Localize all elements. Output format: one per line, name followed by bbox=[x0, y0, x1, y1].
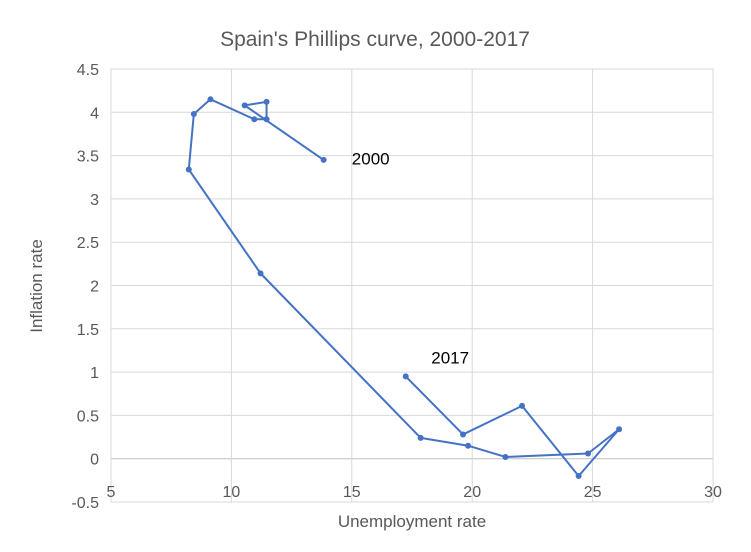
y-tick-label: 4 bbox=[90, 105, 99, 122]
data-point-2017 bbox=[402, 373, 409, 380]
x-axis-label: Unemployment rate bbox=[338, 512, 486, 531]
y-tick-label: 0 bbox=[90, 452, 99, 469]
y-tick-label: 3 bbox=[90, 192, 99, 209]
y-tick-label: 2 bbox=[90, 279, 99, 296]
data-point-2016 bbox=[460, 431, 467, 438]
data-point-2003 bbox=[263, 116, 270, 123]
data-point-2013 bbox=[616, 426, 623, 433]
y-axis-label: Inflation rate bbox=[27, 239, 46, 333]
data-point-2002 bbox=[263, 98, 270, 105]
x-tick-label: 5 bbox=[107, 484, 116, 501]
x-tick-label: 25 bbox=[584, 484, 602, 501]
data-point-2004 bbox=[251, 116, 258, 123]
annotation-label: 2000 bbox=[352, 149, 390, 168]
data-point-2015 bbox=[519, 402, 526, 409]
x-tick-label: 15 bbox=[343, 484, 361, 501]
data-point-2012 bbox=[585, 450, 592, 457]
x-tick-label: 30 bbox=[704, 484, 722, 501]
data-point-2007 bbox=[185, 166, 192, 173]
tick-labels: -0.5 0 0.5 1 1.5 2 2.5 3 3.5 4 4.5 5 10 15 20 25 30 bbox=[71, 62, 722, 512]
y-tick-label: 3.5 bbox=[77, 149, 99, 166]
x-tick-label: 20 bbox=[463, 484, 481, 501]
data-point-2005 bbox=[207, 96, 214, 103]
y-tick-label: -0.5 bbox=[71, 495, 99, 512]
data-point-2001 bbox=[241, 102, 248, 109]
y-tick-label: 4.5 bbox=[77, 62, 99, 79]
gridlines bbox=[110, 68, 714, 503]
y-tick-label: 1.5 bbox=[77, 322, 99, 339]
data-point-2014 bbox=[575, 473, 582, 480]
data-point-2010 bbox=[465, 442, 472, 449]
data-point-2011 bbox=[502, 453, 509, 460]
chart-title: Spain's Phillips curve, 2000-2017 bbox=[220, 28, 530, 51]
annotations: 2000 2017 bbox=[352, 149, 469, 367]
y-tick-label: 0.5 bbox=[77, 408, 99, 425]
y-tick-label: 1 bbox=[90, 365, 99, 382]
data-point-2000 bbox=[320, 156, 327, 163]
data-point-2006 bbox=[190, 111, 197, 118]
data-point-2008 bbox=[257, 270, 264, 277]
y-tick-label: 2.5 bbox=[77, 235, 99, 252]
x-tick-label: 10 bbox=[223, 484, 241, 501]
series-spain bbox=[185, 96, 623, 480]
annotation-label: 2017 bbox=[431, 348, 469, 367]
data-point-2009 bbox=[417, 434, 424, 441]
